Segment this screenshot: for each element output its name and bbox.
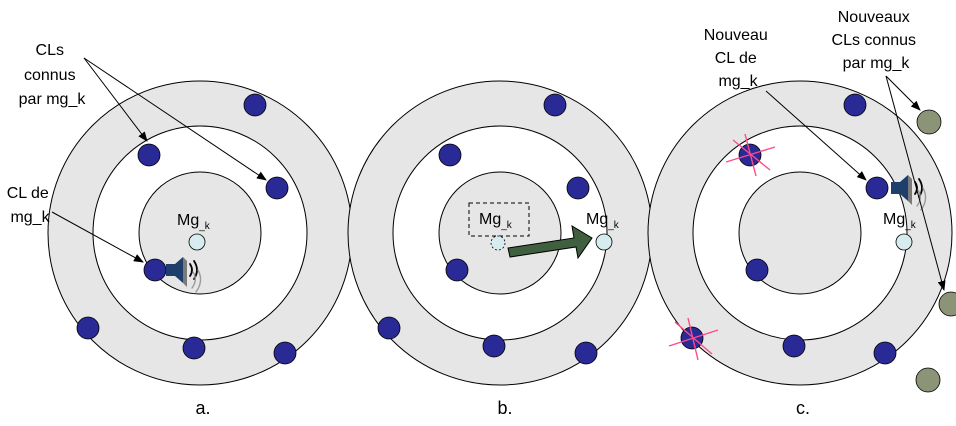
cl-node bbox=[76, 316, 100, 340]
move-arrow-icon bbox=[507, 225, 593, 260]
mg-node bbox=[895, 233, 913, 251]
speaker-icon bbox=[166, 257, 202, 293]
known-cls-label: CLs connus par mg_k bbox=[19, 42, 87, 108]
panel-caption: a. bbox=[195, 398, 210, 418]
new-cl-node bbox=[916, 109, 942, 135]
new-known-cls-label: Nouveaux CLs connus par mg_k bbox=[832, 9, 921, 72]
sound-waves-icon bbox=[189, 260, 202, 293]
panel-b: Mg_k Mg_k b. bbox=[347, 80, 653, 418]
mg-label-old: Mg_k bbox=[479, 211, 513, 231]
panel-a: Mg_k CLs connus par mg_k CL de mg_k a. bbox=[7, 42, 353, 418]
cl-node bbox=[865, 176, 889, 200]
panel-caption: b. bbox=[497, 398, 512, 418]
pointer-arrow bbox=[885, 75, 946, 291]
mg-label: Mg_k bbox=[883, 211, 917, 231]
new-cl-node bbox=[938, 291, 956, 317]
cl-node bbox=[243, 93, 267, 117]
mg-label: Mg_k bbox=[177, 212, 211, 232]
cl-node bbox=[782, 334, 806, 358]
mg-node-old bbox=[490, 235, 506, 251]
pointer-arrow bbox=[83, 57, 267, 181]
cl-node bbox=[438, 143, 462, 167]
mg-label-new: Mg_k bbox=[586, 211, 620, 231]
cl-node bbox=[873, 341, 897, 365]
cl-node bbox=[445, 258, 469, 282]
inner-circle bbox=[138, 171, 262, 295]
cross-mark-icon bbox=[668, 317, 719, 361]
cl-node bbox=[273, 341, 297, 365]
cross-mark-icon bbox=[725, 133, 776, 177]
cl-node bbox=[143, 258, 167, 282]
cl-node bbox=[574, 341, 598, 365]
cl-node bbox=[265, 176, 289, 200]
pointer-arrow bbox=[83, 57, 148, 142]
cl-node bbox=[377, 316, 401, 340]
new-cl-label: Nouveau CL de mg_k bbox=[704, 27, 773, 90]
mg-node-new bbox=[595, 233, 613, 251]
speaker-icon bbox=[891, 175, 927, 211]
cl-node bbox=[182, 336, 206, 360]
pointer-arrow bbox=[51, 211, 144, 263]
panel-caption: c. bbox=[796, 398, 810, 418]
mg-node bbox=[188, 233, 206, 251]
new-cl-node bbox=[915, 367, 941, 393]
cl-of-mg-label: CL de mg_k bbox=[7, 185, 54, 226]
cl-node bbox=[566, 176, 590, 200]
pointer-arrow bbox=[765, 90, 867, 181]
cl-node bbox=[137, 143, 161, 167]
panel-c: Mg_k Nouveau CL de mg_k Nouveaux CLs con… bbox=[647, 9, 956, 418]
cl-node bbox=[745, 258, 769, 282]
cl-node bbox=[482, 334, 506, 358]
pointer-arrow bbox=[885, 75, 921, 111]
inner-circle bbox=[738, 171, 862, 295]
sound-waves-icon bbox=[914, 178, 927, 211]
cl-node bbox=[543, 93, 567, 117]
cl-node bbox=[843, 93, 867, 117]
